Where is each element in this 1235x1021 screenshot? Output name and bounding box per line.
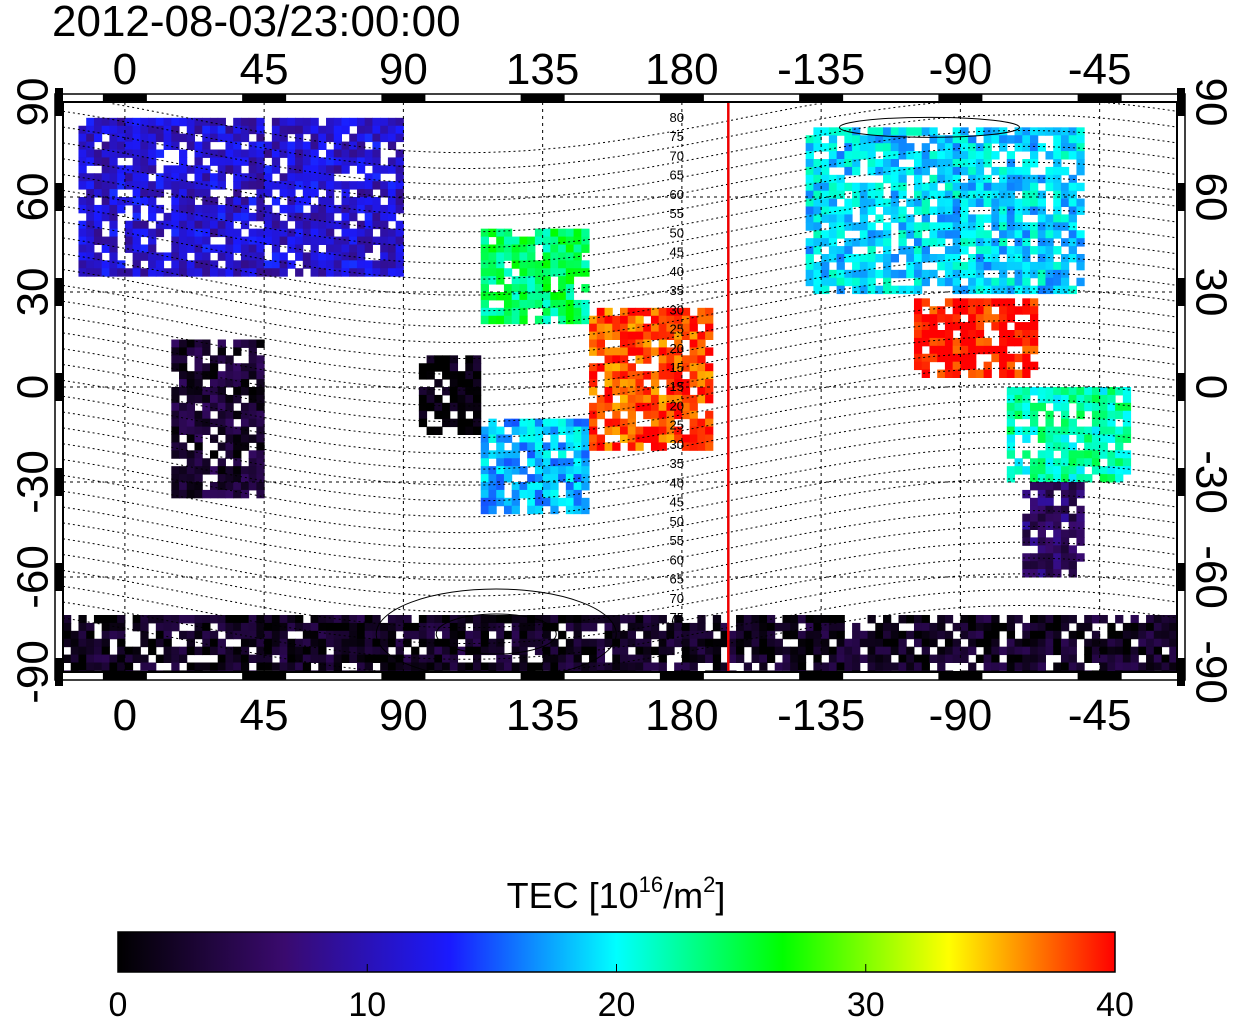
right-label: 90 — [1186, 78, 1235, 127]
magnetic-latitude-contours — [63, 102, 1177, 672]
mlat-label: 50 — [670, 225, 684, 240]
mlat-label: 75 — [670, 610, 684, 625]
tec-region-east-asia — [480, 228, 590, 325]
mlat-label: 80 — [670, 110, 684, 125]
bottom-label: -135 — [777, 691, 865, 740]
bottom-label: -45 — [1068, 691, 1132, 740]
mlat-label: 30 — [670, 302, 684, 317]
colorbar-tick-label: 30 — [847, 986, 885, 1021]
right-label: 0 — [1186, 375, 1235, 399]
tec-map: 80 75 70 65 60 55 50 45 40 35 30 25 20 15 15 20 25 30 35 40… — [54, 88, 1186, 686]
bottom-label: 90 — [379, 691, 428, 740]
bottom-label: 0 — [113, 691, 137, 740]
top-label: 90 — [379, 45, 428, 94]
mlat-label: 55 — [670, 206, 684, 221]
mlat-label: 15 — [670, 360, 684, 375]
colorbar-tick-label: 10 — [348, 986, 386, 1021]
mlat-label: 40 — [670, 475, 684, 490]
tec-region-north-america — [805, 127, 1085, 295]
tec-region-south-america-south — [1022, 482, 1085, 578]
mlat-label: 70 — [670, 591, 684, 606]
colorbar-tick-label: 0 — [109, 986, 128, 1021]
mlat-label: 50 — [670, 514, 684, 529]
mlat-contour-labels: 80 75 70 65 60 55 50 45 40 35 30 25 20 15 15 20 25 30 35 40… — [670, 110, 684, 625]
left-label: -60 — [9, 545, 58, 609]
colorbar-label: TEC [1016/m2] — [507, 872, 726, 916]
right-label: -30 — [1186, 450, 1235, 514]
right-latitude-labels: 90 60 30 0 -30 -60 -90 — [1186, 78, 1235, 704]
top-label: -135 — [777, 45, 865, 94]
mlat-label: 70 — [670, 148, 684, 163]
left-label: 0 — [9, 375, 58, 399]
mlat-label: 20 — [670, 341, 684, 356]
left-label: -90 — [9, 640, 58, 704]
mlat-label: 65 — [670, 168, 684, 183]
mlat-label: 55 — [670, 533, 684, 548]
tec-region-europe-asia-north — [78, 117, 404, 277]
left-label: -30 — [9, 450, 58, 514]
mlat-label: 25 — [670, 418, 684, 433]
bottom-longitude-labels: 0 45 90 135 180 -135 -90 -45 — [113, 691, 1132, 740]
tec-region-australia — [480, 418, 590, 515]
tec-region-south-america-north — [1006, 387, 1132, 483]
colorbar-tick-label: 40 — [1096, 986, 1134, 1021]
right-label: -90 — [1186, 640, 1235, 704]
mlat-label: 60 — [670, 552, 684, 567]
left-label: 30 — [9, 268, 58, 317]
tec-region-central-america — [913, 298, 1039, 378]
mlat-label: 45 — [670, 495, 684, 510]
mlat-label: 35 — [670, 456, 684, 471]
mlat-label: 45 — [670, 245, 684, 260]
tec-data-layer — [63, 117, 1177, 672]
right-label: 30 — [1186, 268, 1235, 317]
mlat-label: 75 — [670, 129, 684, 144]
tec-region-southeast-asia — [418, 355, 482, 435]
mlat-label: 15 — [670, 379, 684, 394]
right-label: 60 — [1186, 173, 1235, 222]
mlat-label: 20 — [670, 398, 684, 413]
top-label: -45 — [1068, 45, 1132, 94]
top-label: -90 — [929, 45, 993, 94]
left-label: 90 — [9, 78, 58, 127]
left-label: 60 — [9, 173, 58, 222]
bottom-label: -90 — [929, 691, 993, 740]
top-label: 0 — [113, 45, 137, 94]
top-label: 135 — [506, 45, 579, 94]
top-label: 180 — [645, 45, 718, 94]
mlat-label: 35 — [670, 283, 684, 298]
colorbar: TEC [1016/m2] 0 10 20 30 40 — [109, 872, 1134, 1021]
bottom-label: 135 — [506, 691, 579, 740]
mlat-label: 25 — [670, 322, 684, 337]
mlat-label: 30 — [670, 437, 684, 452]
plot-title: 2012-08-03/23:00:00 — [52, 0, 461, 46]
top-longitude-labels: 0 45 90 135 180 -135 -90 -45 — [113, 45, 1132, 94]
colorbar-tick-label: 20 — [598, 986, 636, 1021]
top-label: 45 — [240, 45, 289, 94]
tec-region-antarctica — [63, 615, 1177, 672]
right-label: -60 — [1186, 545, 1235, 609]
colorbar-ticks: 0 10 20 30 40 — [109, 964, 1134, 1021]
mlat-label: 40 — [670, 264, 684, 279]
tec-region-africa — [171, 339, 265, 499]
mlat-label: 60 — [670, 187, 684, 202]
mlat-label: 65 — [670, 572, 684, 587]
left-latitude-labels: 90 60 30 0 -30 -60 -90 — [9, 78, 58, 704]
tec-region-pacific-hot — [589, 307, 714, 451]
bottom-label: 180 — [645, 691, 718, 740]
bottom-label: 45 — [240, 691, 289, 740]
map-border-ticks — [55, 88, 1185, 686]
